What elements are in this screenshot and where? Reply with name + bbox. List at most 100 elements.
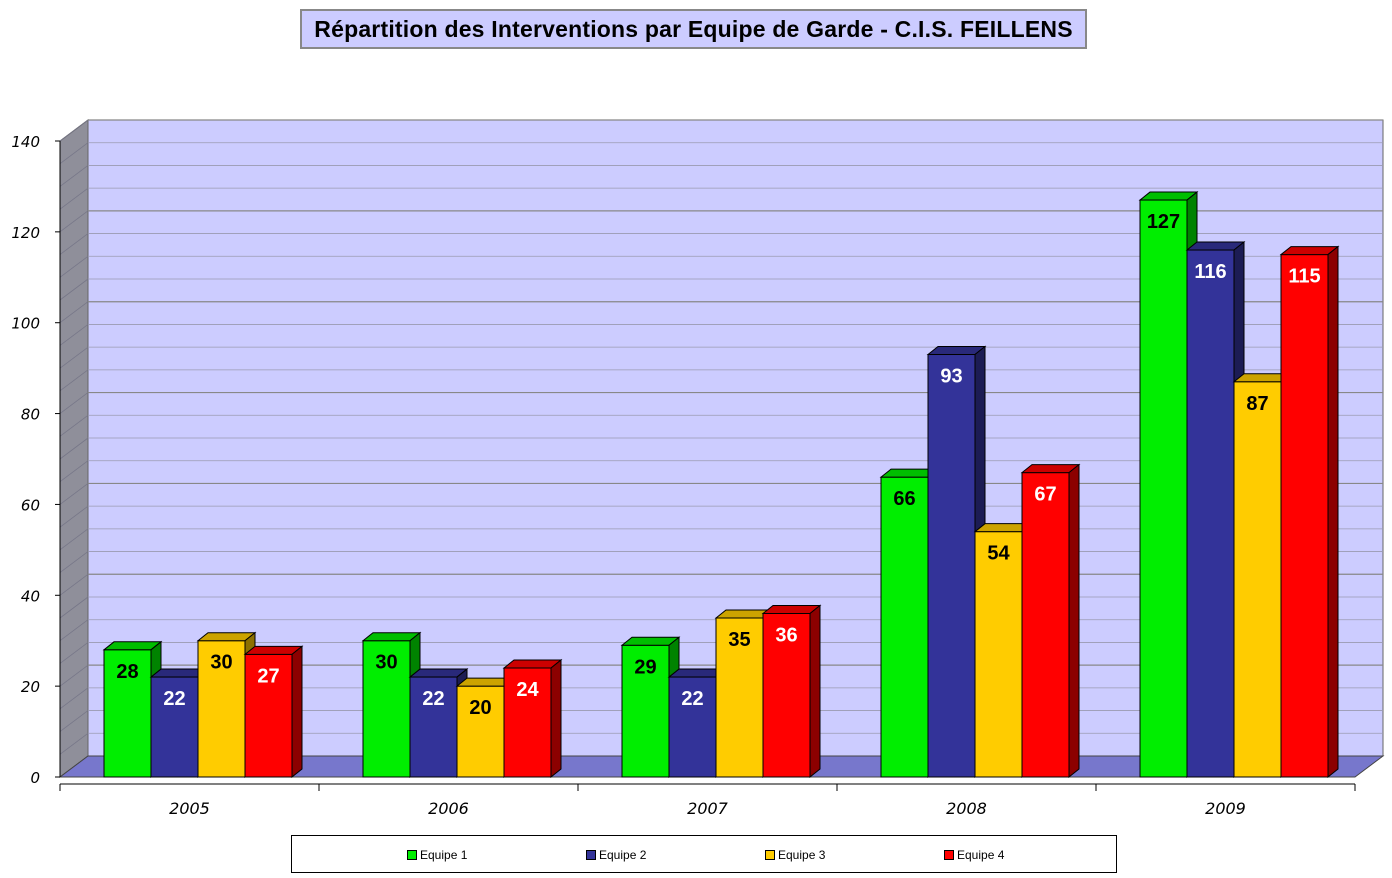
y-tick-label: 20 <box>21 678 40 696</box>
data-labels: 28 22 30 27 30 22 20 24 29 22 35 36 66 93 54 67 127 116 87… <box>116 211 1320 719</box>
bar-side <box>809 604 821 779</box>
bar-side <box>1068 463 1080 779</box>
data-label: 35 <box>728 629 750 651</box>
legend-item-equipe-2: Equipe 2 <box>586 847 646 863</box>
sidewall-gridline <box>59 210 89 233</box>
sidewall-gridline <box>59 528 89 551</box>
bar-front <box>1233 381 1282 778</box>
y-tick-label: 140 <box>11 133 40 151</box>
sidewall-gridline <box>59 119 89 142</box>
sidewall-gridline <box>59 505 89 528</box>
bar-front <box>880 476 929 778</box>
sidewall-gridline <box>59 710 89 732</box>
sidewall-gridline <box>59 483 89 505</box>
bar-side <box>550 658 562 779</box>
sidewall-gridline <box>59 278 89 301</box>
sidewall-gridline <box>59 369 89 392</box>
y-tick-label: 60 <box>21 496 40 514</box>
bars <box>102 191 1340 779</box>
legend-item-equipe-1: Equipe 1 <box>407 847 467 863</box>
sidewall-gridline <box>59 642 89 664</box>
y-tick-label: 100 <box>11 315 40 333</box>
bar-front <box>927 354 976 778</box>
x-tick-label: 2009 <box>1205 799 1246 818</box>
data-label: 24 <box>516 679 539 701</box>
sidewall-gridline <box>59 346 89 369</box>
bar-equipe-4-2006 <box>502 658 563 779</box>
bar-equipe-4-2008 <box>1020 463 1081 779</box>
axes: 0 20 40 60 80 100 120 140 2005 2006 2007 2008 2009 <box>11 133 1356 818</box>
data-label: 66 <box>893 488 915 510</box>
data-label: 27 <box>257 665 279 687</box>
data-label: 22 <box>422 688 444 710</box>
bar-front <box>1186 249 1235 778</box>
data-label: 22 <box>681 688 703 710</box>
bar-front <box>1280 254 1329 778</box>
legend-swatch <box>407 850 417 860</box>
bar-front <box>362 640 411 778</box>
bar-front <box>1021 472 1070 778</box>
legend-item-equipe-4: Equipe 4 <box>944 847 1004 863</box>
data-label: 30 <box>210 652 232 674</box>
sidewall-gridline <box>59 573 89 596</box>
bar-front <box>715 617 764 778</box>
sidewall-gridline <box>59 664 89 687</box>
sidewall-gridline <box>59 414 89 437</box>
x-tick-label: 2007 <box>687 799 729 818</box>
sidewall-gridline <box>59 255 89 278</box>
legend-swatch <box>765 850 775 860</box>
bar-side <box>291 645 303 779</box>
bar-front <box>503 667 552 778</box>
sidewall-gridline <box>59 142 89 165</box>
y-tick-label: 40 <box>21 587 40 605</box>
bar-front <box>621 644 670 778</box>
bar-front <box>1139 199 1188 778</box>
sidewall-gridline <box>59 301 89 324</box>
legend-swatch <box>944 850 954 860</box>
data-label: 29 <box>634 656 656 678</box>
bar-front <box>103 649 152 778</box>
y-tick-label: 80 <box>21 406 40 424</box>
bar-equipe-4-2005 <box>243 645 304 779</box>
sidewall-gridline <box>59 233 89 255</box>
sidewall-gridline <box>59 437 89 460</box>
bar-front <box>668 676 717 778</box>
legend-label: Equipe 3 <box>778 848 826 862</box>
legend-swatch <box>586 850 596 860</box>
legend: Equipe 1 Equipe 2 Equipe 3 Equipe 4 <box>291 835 1117 873</box>
data-label: 127 <box>1147 211 1180 233</box>
sidewall-gridline <box>59 392 89 414</box>
sidewall-gridline <box>59 165 89 187</box>
data-label: 93 <box>940 366 962 388</box>
data-label: 67 <box>1034 484 1056 506</box>
legend-label: Equipe 4 <box>957 848 1005 862</box>
sidewall-gridline <box>59 732 89 755</box>
data-label: 36 <box>775 624 797 646</box>
sidewall-gridline <box>59 324 89 346</box>
data-label: 115 <box>1288 266 1320 288</box>
x-tick-label: 2005 <box>169 799 210 818</box>
data-label: 116 <box>1194 261 1226 283</box>
bar-side <box>1327 245 1339 779</box>
legend-label: Equipe 1 <box>420 848 468 862</box>
data-label: 22 <box>163 688 185 710</box>
sidewall-gridline <box>59 687 89 710</box>
y-tick-label: 120 <box>11 224 40 242</box>
sidewall-gridline <box>59 596 89 619</box>
y-tick-label: 0 <box>30 769 40 787</box>
data-label: 54 <box>987 543 1010 565</box>
bar-front <box>762 612 811 778</box>
legend-label: Equipe 2 <box>599 848 647 862</box>
sidewall-gridline <box>59 460 89 483</box>
bar-equipe-4-2007 <box>761 604 822 779</box>
data-label: 87 <box>1246 393 1268 415</box>
sidewall-gridline <box>59 187 89 210</box>
data-label: 30 <box>375 652 397 674</box>
data-label: 28 <box>116 661 138 683</box>
data-label: 20 <box>469 697 491 719</box>
sidewall-gridline <box>59 551 89 573</box>
chart-title: Répartition des Interventions par Equipe… <box>300 9 1087 49</box>
x-tick-label: 2008 <box>946 799 987 818</box>
legend-item-equipe-3: Equipe 3 <box>765 847 825 863</box>
